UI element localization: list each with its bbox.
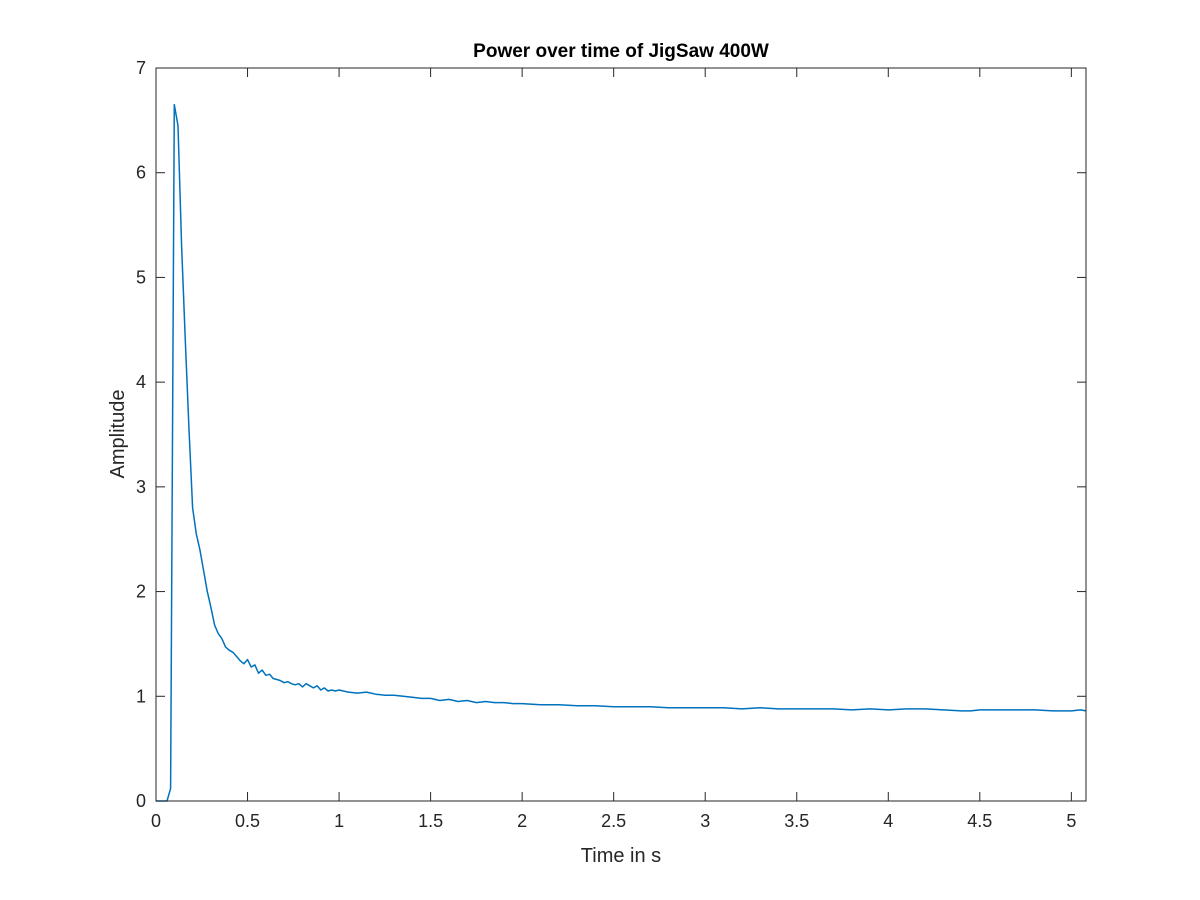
y-tick-label: 2 [136,582,146,602]
series-line-0 [156,103,1087,802]
x-tick-label: 3 [700,811,710,831]
series-layer [156,103,1087,802]
y-tick-label: 1 [136,686,146,706]
x-tick-label: 0.5 [235,811,260,831]
chart-title: Power over time of JigSaw 400W [473,41,769,62]
x-tick-label: 1.5 [418,811,443,831]
y-tick-label: 6 [136,163,146,183]
x-tick-label: 0 [151,811,161,831]
x-tick-label: 1 [334,811,344,831]
x-tick-label: 5 [1066,811,1076,831]
axes-box [155,67,1087,802]
y-tick-label: 0 [136,791,146,811]
plot-area [156,68,1086,801]
x-axis-label: Time in s [581,845,661,867]
x-tick-label: 2.5 [601,811,626,831]
x-tick-label: 2 [517,811,527,831]
y-tick-label: 7 [136,58,146,78]
tick-layer: 0 0.5 1 1.5 2 2.5 3 3.5 4 4.5 5 0 1 2 3 4 5 6 7 [136,58,1086,831]
y-tick-label: 5 [136,267,146,287]
x-tick-label: 4 [883,811,893,831]
y-tick-label: 3 [136,477,146,497]
y-tick-label: 4 [136,372,146,392]
x-tick-label: 4.5 [967,811,992,831]
y-axis-label: Amplitude [107,390,129,479]
x-tick-label: 3.5 [784,811,809,831]
